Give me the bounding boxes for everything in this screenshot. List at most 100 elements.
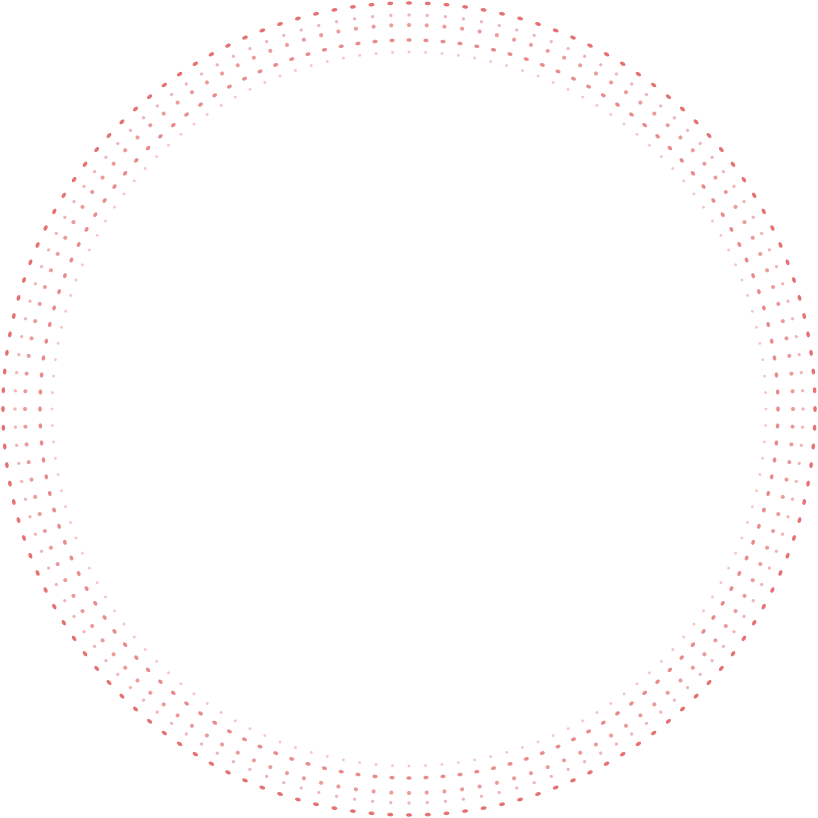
ring-dot	[535, 792, 541, 796]
ring-dot	[319, 780, 324, 785]
ring-dot	[28, 299, 32, 303]
ring-dot	[442, 24, 447, 29]
ring-dot	[761, 456, 764, 460]
ring-dot	[801, 407, 805, 411]
ring-dot	[349, 809, 356, 813]
ring-dot	[192, 752, 199, 757]
ring-dot	[499, 11, 505, 16]
ring-dot	[242, 76, 247, 81]
ring-dot	[147, 94, 153, 100]
ring-dot	[305, 52, 311, 56]
ring-dot	[790, 317, 795, 321]
ring-dot	[84, 226, 89, 232]
ring-dot	[52, 208, 57, 215]
ring-dot	[278, 740, 282, 744]
ring-dot	[407, 23, 411, 27]
ring-dot	[624, 723, 628, 728]
ring-dot	[752, 192, 757, 199]
ring-dot	[762, 507, 766, 513]
ring-dot	[624, 90, 628, 95]
ring-dot	[539, 751, 545, 756]
ring-dot	[212, 720, 218, 725]
ring-dot	[47, 566, 51, 570]
ring-dot	[56, 473, 60, 477]
ring-dot	[294, 16, 301, 21]
ring-dot	[665, 690, 670, 695]
ring-dot	[770, 225, 775, 231]
ring-dot	[13, 425, 17, 429]
ring-dot	[424, 812, 431, 817]
ring-dot	[242, 778, 248, 783]
ring-dot	[161, 730, 167, 736]
ring-dot	[792, 277, 796, 283]
ring-dot	[69, 521, 72, 524]
ring-dot	[313, 11, 319, 16]
ring-dot	[635, 132, 639, 136]
ring-dot	[336, 784, 341, 789]
ring-dot	[282, 780, 286, 785]
ring-dot	[474, 44, 480, 49]
ring-dot	[44, 474, 49, 480]
ring-dot	[497, 23, 501, 28]
ring-dot	[806, 480, 810, 487]
ring-dot	[26, 353, 31, 358]
ring-dot	[423, 38, 429, 43]
ring-dot	[551, 80, 555, 84]
ring-dot	[473, 56, 477, 60]
ring-dot	[317, 790, 321, 795]
ring-dot	[423, 775, 429, 780]
ring-dot	[440, 763, 444, 766]
ring-dot	[231, 760, 236, 764]
ring-dot	[690, 170, 696, 176]
ring-dot	[701, 184, 706, 189]
ring-dot	[116, 672, 120, 677]
ring-dot	[609, 113, 613, 116]
ring-dot	[13, 389, 17, 393]
ring-dot	[593, 742, 598, 747]
ring-dot	[60, 489, 63, 493]
ring-dot	[102, 615, 107, 620]
ring-dot	[132, 179, 136, 183]
ring-dot	[22, 535, 26, 541]
ring-dot	[727, 248, 730, 252]
ring-dot	[94, 665, 100, 671]
ring-dot	[755, 325, 758, 329]
ring-dot	[263, 734, 267, 737]
ring-dot	[100, 175, 105, 180]
ring-dot	[479, 20, 483, 24]
ring-dot	[61, 192, 66, 199]
ring-dot	[122, 170, 128, 176]
ring-dot	[555, 744, 561, 749]
ring-dot	[353, 17, 357, 21]
ring-dot	[55, 562, 60, 567]
ring-dot	[778, 570, 783, 576]
ring-dot	[11, 499, 16, 505]
ring-dot	[111, 161, 116, 166]
ring-dot	[678, 135, 683, 140]
ring-dot	[52, 603, 57, 610]
ring-dot	[774, 549, 778, 553]
ring-dot	[505, 64, 509, 67]
ring-dot	[813, 406, 817, 412]
ring-dot	[370, 15, 375, 19]
ring-dot	[581, 719, 585, 723]
ring-dot	[235, 750, 240, 755]
ring-dot	[29, 477, 34, 482]
ring-dot	[629, 701, 634, 706]
ring-dot	[549, 774, 553, 779]
ring-dot	[54, 456, 57, 460]
ring-dot	[758, 562, 763, 567]
ring-dot	[462, 5, 469, 9]
ring-dot	[539, 62, 545, 67]
ring-dot	[62, 539, 67, 545]
ring-dot	[566, 727, 570, 730]
ring-dot	[711, 198, 716, 203]
ring-dot	[477, 29, 482, 34]
ring-dot	[425, 13, 429, 17]
ring-dot	[57, 523, 61, 529]
ring-dot	[635, 682, 639, 686]
ring-dot	[407, 50, 411, 54]
ring-dot	[619, 752, 626, 757]
ring-dot	[190, 90, 194, 95]
ring-dot	[28, 515, 32, 519]
